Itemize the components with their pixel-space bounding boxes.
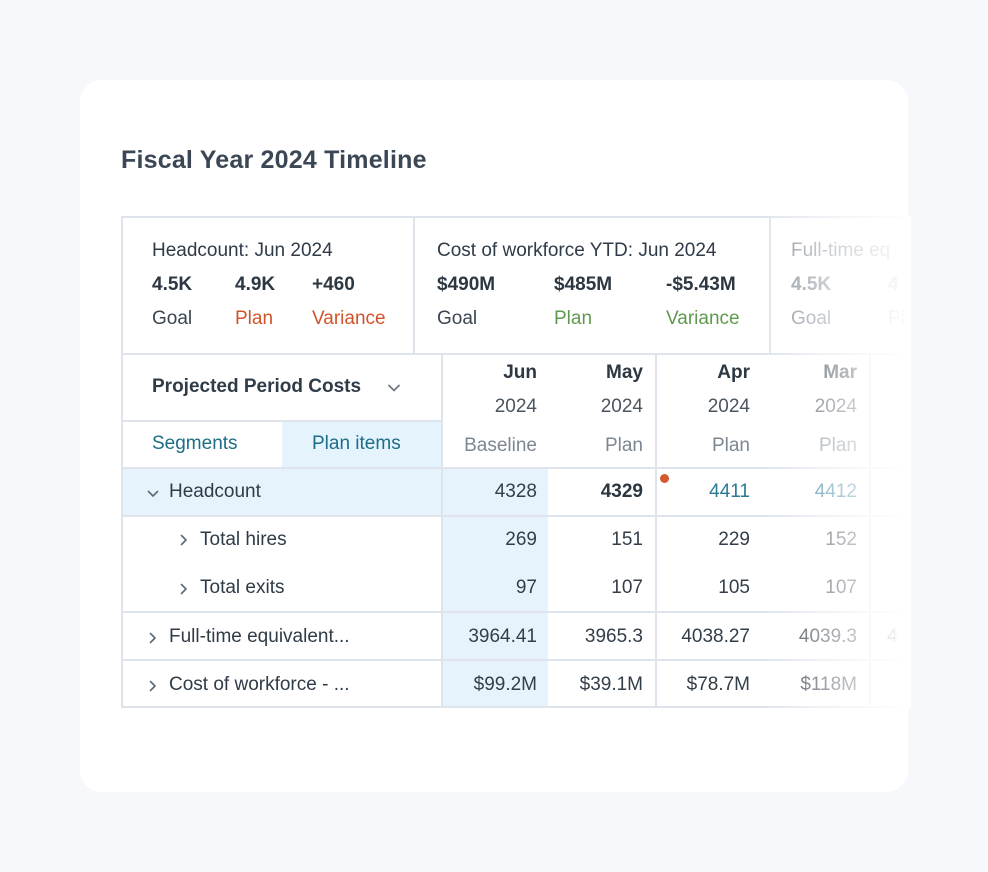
divider bbox=[121, 659, 911, 661]
divider bbox=[121, 216, 123, 708]
column-month-may: May bbox=[606, 362, 643, 383]
divider bbox=[121, 353, 911, 355]
chevron-right-icon[interactable] bbox=[178, 534, 190, 546]
plan-label: Plan bbox=[235, 308, 274, 329]
divider bbox=[121, 420, 443, 422]
table-cell: 4329 bbox=[600, 481, 643, 502]
table-cell: 4411 bbox=[709, 481, 750, 502]
chevron-down-icon[interactable] bbox=[387, 381, 401, 395]
row-label-total-hires[interactable]: Total hires bbox=[200, 529, 287, 550]
chevron-right-icon[interactable] bbox=[178, 583, 190, 595]
headcount-summary-title: Headcount: Jun 2024 bbox=[152, 240, 333, 261]
chevron-right-icon[interactable] bbox=[147, 632, 159, 644]
tab-segments[interactable]: Segments bbox=[121, 421, 281, 467]
divider bbox=[655, 353, 657, 708]
baseline-column-highlight bbox=[443, 468, 548, 708]
table-cell: 269 bbox=[505, 529, 537, 550]
cost-goal-value: $490M bbox=[437, 274, 496, 295]
table-cell: $78.7M bbox=[686, 674, 750, 695]
tab-plan-items[interactable]: Plan items bbox=[282, 421, 442, 467]
timeline-grid: Plan items Segments Headcount: Jun 2024 … bbox=[121, 216, 911, 708]
plan-label: Plan bbox=[554, 308, 593, 329]
table-cell: 4038.27 bbox=[681, 626, 750, 647]
tab-plan-items-label: Plan items bbox=[312, 433, 401, 454]
plan-label: Pl bbox=[888, 308, 905, 329]
column-type-apr: Plan bbox=[711, 435, 750, 456]
table-cell: $118M bbox=[800, 674, 857, 695]
table-cell: 4328 bbox=[494, 481, 537, 502]
table-cell: 3965.3 bbox=[584, 626, 643, 647]
table-cell: 105 bbox=[718, 577, 750, 598]
tab-segments-label: Segments bbox=[152, 433, 238, 454]
table-cell: 152 bbox=[825, 529, 857, 550]
row-label-total-exits[interactable]: Total exits bbox=[200, 577, 285, 598]
column-month-mar: Mar bbox=[823, 362, 857, 383]
column-year-apr: 2024 bbox=[707, 396, 750, 417]
row-label-cost-of-workforce[interactable]: Cost of workforce - ... bbox=[169, 674, 350, 695]
cost-summary-title: Cost of workforce YTD: Jun 2024 bbox=[437, 240, 717, 261]
table-cell: 107 bbox=[611, 577, 643, 598]
table-cell: $99.2M bbox=[473, 674, 537, 695]
divider bbox=[769, 216, 771, 354]
fte-summary-title: Full-time eq bbox=[791, 240, 891, 261]
cost-variance-value: -$5.43M bbox=[666, 274, 736, 295]
goal-label: Goal bbox=[437, 308, 478, 329]
table-cell: 4 bbox=[887, 626, 898, 647]
table-cell: $39.1M bbox=[579, 674, 643, 695]
change-indicator-dot bbox=[660, 474, 669, 483]
column-type-mar: Plan bbox=[818, 435, 857, 456]
divider bbox=[121, 467, 911, 469]
column-month-jun: Jun bbox=[503, 362, 537, 383]
chevron-down-icon[interactable] bbox=[147, 488, 159, 500]
divider bbox=[121, 216, 911, 218]
divider bbox=[121, 706, 911, 708]
table-cell: 107 bbox=[825, 577, 857, 598]
table-cell: 4412 bbox=[814, 481, 857, 502]
page-title: Fiscal Year 2024 Timeline bbox=[121, 146, 427, 174]
table-cell: 229 bbox=[718, 529, 750, 550]
column-month-apr: Apr bbox=[717, 362, 750, 383]
table-cell: 4039.3 bbox=[798, 626, 857, 647]
goal-label: Goal bbox=[791, 308, 832, 329]
fte-plan-value: 4 bbox=[888, 274, 899, 295]
headcount-variance-value: +460 bbox=[312, 274, 355, 295]
variance-label: Variance bbox=[312, 308, 386, 329]
divider bbox=[121, 515, 911, 517]
table-cell: 3964.41 bbox=[468, 626, 537, 647]
fte-goal-value: 4.5K bbox=[791, 274, 832, 295]
column-type-may: Plan bbox=[604, 435, 643, 456]
headcount-plan-value: 4.9K bbox=[235, 274, 276, 295]
row-label-headcount[interactable]: Headcount bbox=[169, 481, 261, 502]
row-label-full-time-equivalent[interactable]: Full-time equivalent... bbox=[169, 626, 350, 647]
column-type-jun: Baseline bbox=[464, 435, 537, 456]
table-cell: 97 bbox=[515, 577, 537, 598]
column-year-mar: 2024 bbox=[814, 396, 857, 417]
headcount-row-highlight bbox=[121, 468, 442, 516]
headcount-goal-value: 4.5K bbox=[152, 274, 193, 295]
divider bbox=[121, 611, 911, 613]
goal-label: Goal bbox=[152, 308, 193, 329]
table-cell: 151 bbox=[611, 529, 643, 550]
divider bbox=[441, 353, 443, 708]
cost-plan-value: $485M bbox=[554, 274, 613, 295]
divider bbox=[413, 216, 415, 354]
chevron-right-icon[interactable] bbox=[147, 680, 159, 692]
column-year-jun: 2024 bbox=[494, 396, 537, 417]
variance-label: Variance bbox=[666, 308, 740, 329]
divider bbox=[869, 353, 871, 708]
column-year-may: 2024 bbox=[600, 396, 643, 417]
period-costs-dropdown[interactable]: Projected Period Costs bbox=[152, 376, 362, 397]
